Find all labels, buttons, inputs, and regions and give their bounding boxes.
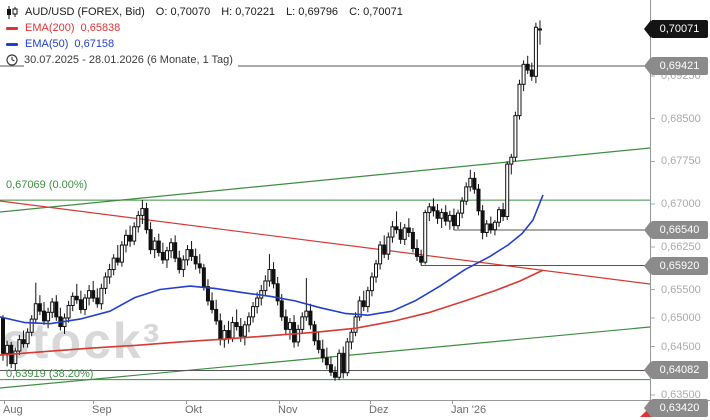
price-axis-label: 0,67750: [661, 155, 701, 168]
clock-icon: [6, 54, 18, 66]
ema50-value: 0,67158: [74, 38, 115, 50]
fib-level-382-label: 0,63919 (38.20%): [6, 368, 94, 380]
high-value: H: 0,70221: [221, 6, 276, 18]
month-label: Okt: [185, 404, 203, 416]
ema200-line[interactable]: [0, 269, 544, 356]
ema50-legend-row[interactable]: EMA(50) 0,67158: [6, 36, 403, 52]
ema50-line[interactable]: [0, 194, 544, 325]
current-price-badge: 0,70071: [644, 19, 708, 38]
timeframe-legend-row[interactable]: 30.07.2025 - 28.01.2026 (6 Monate, 1 Tag…: [6, 52, 403, 68]
price-axis-label: 0,67000: [661, 198, 701, 210]
candlesticks: [1, 20, 542, 381]
low-value: L: 0,69796: [286, 6, 339, 18]
chart-legend: AUD/USD (FOREX, Bid) O: 0,70070 H: 0,702…: [6, 4, 403, 68]
price-axis-label: 0,63500: [661, 389, 701, 401]
ema200-value: 0,65838: [80, 22, 121, 34]
price-axis-label: 0,66250: [661, 240, 701, 253]
ema200-name: EMA(200): [25, 22, 75, 34]
symbol-title: AUD/USD (FOREX, Bid): [25, 6, 145, 18]
ema200-line-swatch-icon: [6, 26, 18, 30]
price-axis-label: 0,64500: [661, 340, 701, 353]
month-label: Nov: [278, 404, 298, 416]
trend-lines[interactable]: [0, 147, 651, 389]
price-axis-label: 0,65500: [661, 283, 701, 296]
price-level-badge: 0,63420: [644, 399, 708, 418]
month-label: Dez: [369, 404, 389, 416]
price-axis-label: 0,68500: [661, 112, 701, 125]
price-level-badge: 0,65920: [644, 256, 708, 275]
month-label: Sep: [92, 404, 112, 416]
ema200-legend-row[interactable]: EMA(200) 0,65838: [6, 20, 403, 36]
symbol-legend-row[interactable]: AUD/USD (FOREX, Bid) O: 0,70070 H: 0,702…: [6, 4, 403, 20]
horizontal-level-lines[interactable]: [0, 65, 650, 371]
candlestick-icon: [6, 5, 19, 19]
watermark-sup: ɜ: [142, 312, 160, 350]
price-level-badge: 0,66540: [644, 221, 708, 240]
fib-level-0-label: 0,67069 (0.00%): [6, 179, 88, 191]
timeframe-label: 30.07.2025 - 28.01.2026 (6 Monate, 1 Tag…: [24, 52, 238, 68]
month-label: Jan '26: [451, 404, 487, 416]
ema50-line-swatch-icon: [6, 42, 18, 46]
price-level-badge: 0,64082: [644, 361, 708, 380]
price-axis-label: 0,65000: [661, 312, 701, 324]
month-label: Aug: [3, 404, 23, 416]
price-level-badge: 0,69421: [644, 57, 708, 75]
close-value: C: 0,70071: [349, 6, 403, 18]
open-value: O: 0,70070: [155, 6, 211, 18]
ema50-name: EMA(50): [25, 38, 69, 50]
